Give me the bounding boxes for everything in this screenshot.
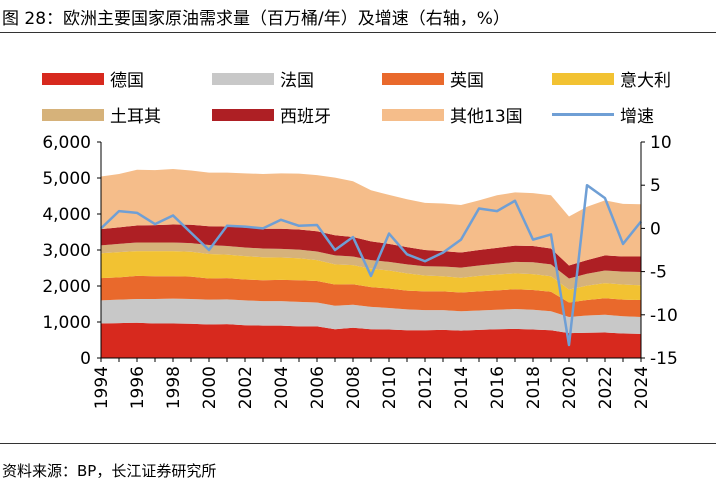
legend-label: 意大利 xyxy=(620,71,671,91)
left-tick-label: 0 xyxy=(80,349,91,369)
legend-item: 德国 xyxy=(42,66,144,91)
x-tick-label: 2006 xyxy=(308,366,328,409)
x-tick-label: 2018 xyxy=(524,366,544,409)
left-tick-label: 2,000 xyxy=(42,277,91,297)
left-tick-label: 6,000 xyxy=(42,133,91,153)
legend-color-swatch xyxy=(382,72,444,85)
right-tick-label: 5 xyxy=(650,176,661,196)
legend-item: 法国 xyxy=(212,66,314,91)
legend-color-swatch xyxy=(212,72,274,85)
left-tick-label: 3,000 xyxy=(42,241,91,261)
legend-color-swatch xyxy=(42,108,104,121)
x-tick-label: 2024 xyxy=(632,366,652,409)
area-series-1 xyxy=(101,298,641,334)
right-tick-label: 0 xyxy=(650,219,661,239)
x-tick-label: 2002 xyxy=(236,366,256,409)
legend-item: 其他13国 xyxy=(382,102,523,127)
left-tick-label: 4,000 xyxy=(42,205,91,225)
area-series-2 xyxy=(101,275,641,317)
legend-line-swatch xyxy=(552,113,614,116)
source-rule xyxy=(0,443,716,444)
legend-label: 增速 xyxy=(620,107,654,127)
right-tick-label: -10 xyxy=(650,306,678,326)
legend-color-swatch xyxy=(382,108,444,121)
legend-label: 西班牙 xyxy=(280,107,331,127)
left-tick-label: 1,000 xyxy=(42,313,91,333)
legend-item: 土耳其 xyxy=(42,102,161,127)
legend-label: 土耳其 xyxy=(110,107,161,127)
legend-item: 西班牙 xyxy=(212,102,331,127)
left-tick-label: 5,000 xyxy=(42,169,91,189)
x-tick-label: 1998 xyxy=(164,366,184,409)
x-tick-label: 2010 xyxy=(380,366,400,409)
x-tick-label: 2012 xyxy=(416,366,436,409)
x-tick-label: 2000 xyxy=(200,366,220,409)
area-series-0 xyxy=(101,322,641,358)
area-series-4 xyxy=(101,242,641,290)
area-series-6 xyxy=(101,169,641,266)
growth-line xyxy=(100,183,642,347)
x-tick-label: 2008 xyxy=(344,366,364,409)
x-tick-label: 2016 xyxy=(488,366,508,409)
legend-label: 其他13国 xyxy=(450,107,523,127)
legend-label: 英国 xyxy=(450,71,484,91)
legend-label: 德国 xyxy=(110,71,144,91)
x-tick-label: 2004 xyxy=(272,366,292,409)
legend-item: 增速 xyxy=(552,102,654,127)
right-tick-label: 10 xyxy=(650,133,672,153)
x-tick-label: 2020 xyxy=(560,366,580,409)
x-tick-label: 2014 xyxy=(452,366,472,409)
legend-item: 意大利 xyxy=(552,66,671,91)
right-tick-label: -15 xyxy=(650,349,678,369)
legend-color-swatch xyxy=(212,108,274,121)
right-tick-label: -5 xyxy=(650,263,667,283)
legend-label: 法国 xyxy=(280,71,314,91)
x-tick-label: 1996 xyxy=(128,366,148,409)
source-note: 资料来源：BP，长江证券研究所 xyxy=(2,462,217,480)
figure-title: 图 28：欧洲主要国家原油需求量（百万桶/年）及增速（右轴，%） xyxy=(2,9,510,29)
legend-color-swatch xyxy=(552,72,614,85)
title-rule xyxy=(0,32,716,33)
legend-item: 英国 xyxy=(382,66,484,91)
x-tick-label: 2022 xyxy=(596,366,616,409)
x-tick-label: 1994 xyxy=(92,366,112,409)
legend-color-swatch xyxy=(42,72,104,85)
area-series-5 xyxy=(101,224,641,279)
